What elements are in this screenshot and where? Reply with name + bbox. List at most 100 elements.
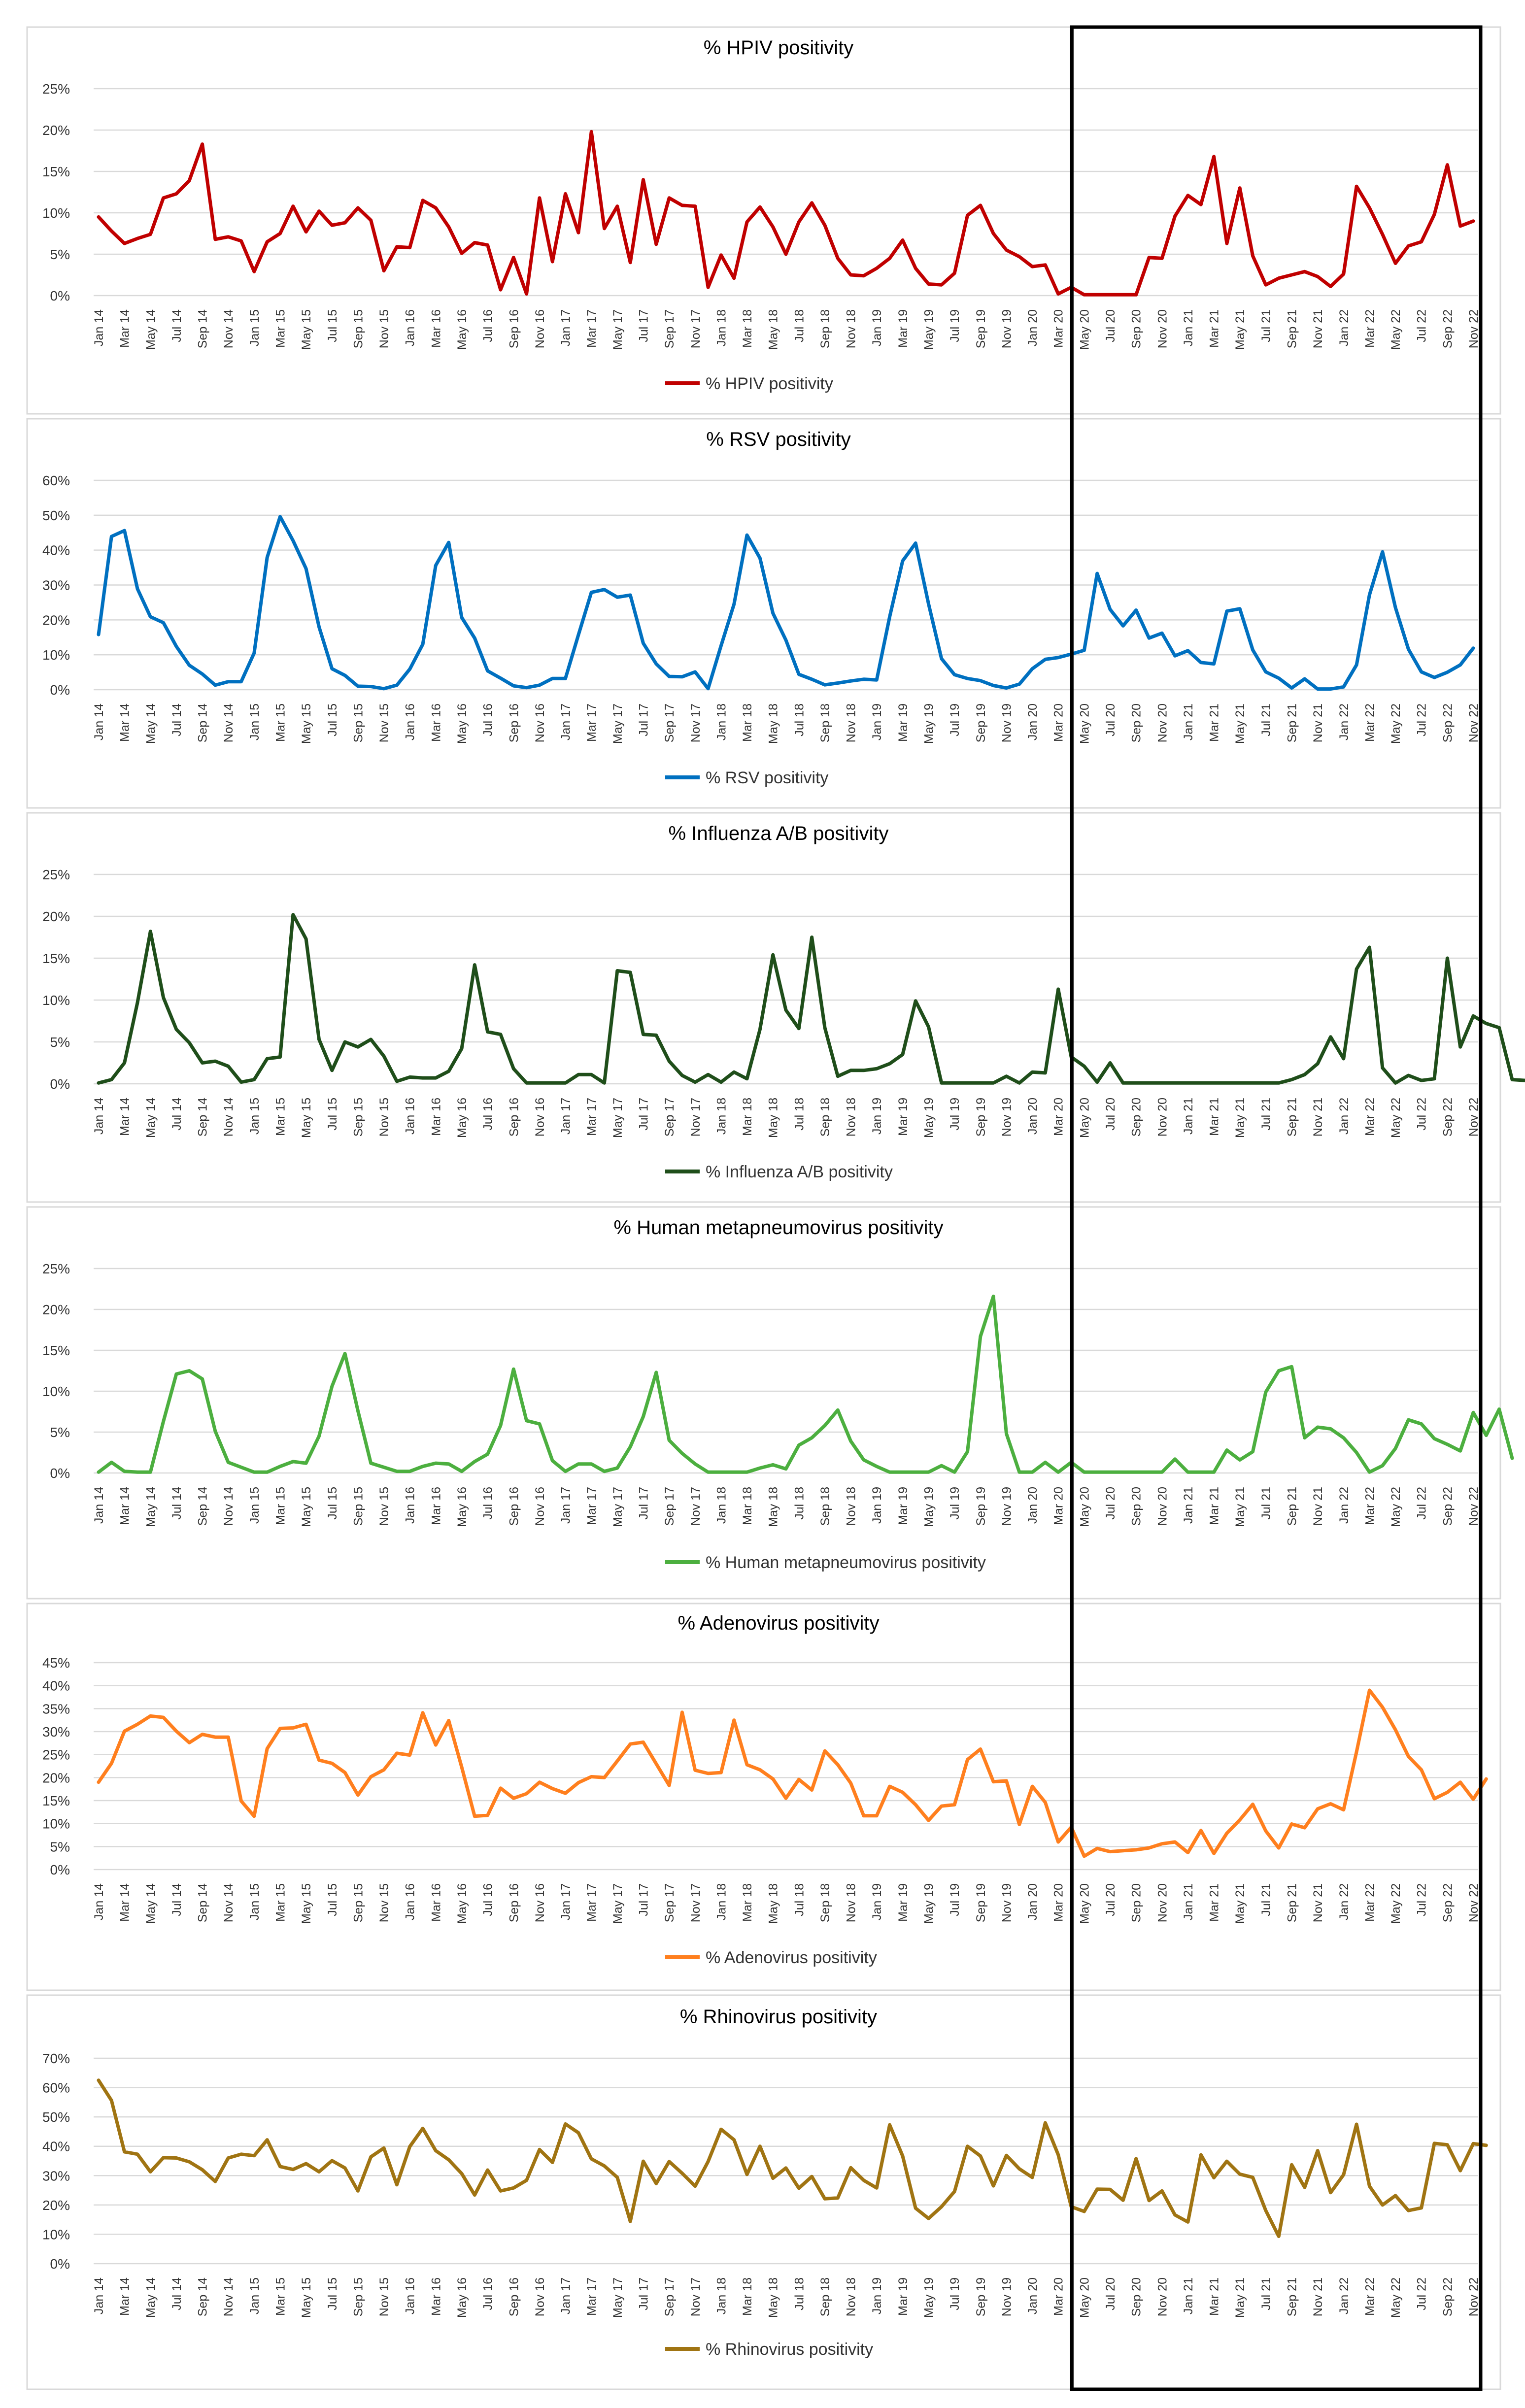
x-tick-label: Jul 15: [326, 2277, 339, 2310]
x-tick-label: Jul 19: [948, 1487, 962, 1520]
x-tick-label: Nov 21: [1311, 1883, 1325, 1922]
legend-label: % Influenza A/B positivity: [706, 1163, 893, 1181]
x-tick-label: May 15: [300, 2277, 313, 2318]
x-tick-label: Nov 17: [689, 309, 703, 348]
x-tick-label: Sep 19: [974, 1098, 988, 1137]
x-tick-label: Jan 16: [404, 1098, 417, 1135]
x-tick-label: Nov 17: [689, 1883, 703, 1922]
x-tick-label: Jan 21: [1182, 2277, 1195, 2314]
x-tick-label: Mar 19: [896, 1098, 910, 1136]
x-tick-label: Sep 18: [818, 1098, 832, 1137]
x-tick-label: Sep 20: [1130, 1883, 1144, 1922]
x-tick-label: Jan 15: [248, 1098, 262, 1135]
x-tick-label: Nov 18: [845, 309, 858, 348]
x-tick-label: Sep 20: [1130, 703, 1144, 742]
x-tick-label: Nov 19: [1000, 1883, 1014, 1922]
x-tick-label: May 20: [1078, 1487, 1091, 1527]
x-tick-label: Jan 19: [870, 1487, 884, 1524]
x-tick-label: Jul 19: [948, 1883, 962, 1916]
y-tick-label: 15%: [42, 951, 70, 966]
x-tick-label: Sep 17: [663, 309, 677, 348]
x-tick-label: May 20: [1078, 309, 1091, 350]
x-tick-label: Jan 14: [92, 2277, 106, 2314]
x-tick-label: Jan 15: [248, 2277, 262, 2314]
x-tick-label: May 17: [611, 703, 625, 744]
x-tick-label: Mar 14: [118, 1487, 132, 1525]
x-tick-label: May 22: [1389, 703, 1403, 744]
x-tick-label: Mar 14: [118, 309, 132, 348]
x-tick-label: Mar 16: [429, 309, 443, 348]
x-tick-label: Jan 22: [1337, 1487, 1351, 1524]
x-tick-label: May 19: [922, 1487, 936, 1527]
x-tick-label: May 22: [1389, 309, 1403, 350]
x-tick-label: Sep 18: [818, 1487, 832, 1526]
y-tick-label: 30%: [42, 578, 70, 593]
y-tick-label: 0%: [50, 1076, 70, 1092]
x-tick-label: Jan 14: [92, 1487, 106, 1524]
y-tick-label: 50%: [42, 508, 70, 523]
x-tick-label: Jan 21: [1182, 309, 1195, 346]
x-tick-label: Sep 15: [351, 1487, 365, 1526]
x-tick-label: Jul 19: [948, 1098, 962, 1131]
series-line: [97, 2078, 1488, 2239]
x-tick-label: Jan 22: [1337, 1098, 1351, 1135]
x-tick-label: Sep 16: [507, 309, 521, 348]
chart-panel-1: % HPIV positivity 0% 5% 10% 15% 20% 25% Jan 14 M…: [26, 26, 1501, 415]
x-tick-label: Nov 16: [533, 703, 547, 742]
x-tick-label: Jul 19: [948, 703, 962, 736]
x-tick-label: Nov 20: [1155, 309, 1169, 348]
x-tick-label: Nov 22: [1467, 703, 1481, 742]
x-tick-label: May 14: [144, 1098, 158, 1138]
x-tick-label: Mar 17: [585, 309, 599, 348]
x-tick-label: Sep 22: [1441, 2277, 1455, 2316]
panel-frame: [26, 1994, 1501, 2390]
x-tick-label: Jul 16: [481, 703, 495, 736]
x-tick-label: May 21: [1233, 309, 1247, 350]
x-tick-label: Jul 18: [792, 309, 806, 342]
x-tick-label: Mar 22: [1363, 309, 1377, 348]
x-tick-label: Jan 16: [404, 1883, 417, 1920]
x-tick-label: Jan 19: [870, 2277, 884, 2314]
x-tick-label: Mar 19: [896, 703, 910, 742]
x-tick-label: Sep 15: [351, 2277, 365, 2316]
x-tick-label: Sep 19: [974, 1487, 988, 1526]
y-tick-label: 15%: [42, 164, 70, 179]
x-tick-label: Nov 19: [1000, 1487, 1014, 1526]
x-tick-label: Mar 18: [741, 1098, 754, 1136]
x-tick-label: Jul 14: [170, 309, 184, 342]
x-tick-label: Nov 20: [1155, 703, 1169, 742]
x-tick-label: May 17: [611, 309, 625, 350]
x-tick-label: Sep 16: [507, 1883, 521, 1922]
x-tick-label: Jul 20: [1104, 309, 1118, 342]
x-tick-label: Mar 18: [741, 703, 754, 742]
x-tick-label: Jan 18: [714, 309, 728, 346]
y-tick-label: 50%: [42, 2109, 70, 2125]
x-tick-label: Jul 20: [1104, 703, 1118, 736]
series-line: [97, 1294, 1514, 1474]
x-tick-label: Sep 22: [1441, 1487, 1455, 1526]
x-tick-label: Jul 20: [1104, 1487, 1118, 1520]
x-tick-label: Nov 15: [377, 1883, 391, 1922]
y-tick-label: 40%: [42, 2139, 70, 2154]
x-tick-label: Mar 17: [585, 1098, 599, 1136]
x-tick-label: Jan 18: [714, 2277, 728, 2314]
x-tick-label: Mar 21: [1208, 1487, 1221, 1525]
x-tick-label: Nov 14: [222, 2277, 236, 2316]
x-tick-label: Jul 22: [1415, 1098, 1429, 1131]
x-tick-label: May 19: [922, 2277, 936, 2318]
x-tick-label: Nov 20: [1155, 1098, 1169, 1137]
y-tick-label: 25%: [42, 1747, 70, 1763]
x-tick-label: Mar 19: [896, 2277, 910, 2316]
x-tick-label: Nov 15: [377, 1487, 391, 1526]
y-tick-label: 35%: [42, 1701, 70, 1716]
y-tick-label: 0%: [50, 1466, 70, 1481]
chart-panel-4: % Human metapneumovirus positivity 0% 5% 10…: [26, 1206, 1514, 1600]
x-tick-label: Nov 22: [1467, 309, 1481, 348]
x-tick-label: Nov 16: [533, 1883, 547, 1922]
x-tick-label: Jul 14: [170, 703, 184, 736]
x-tick-label: Nov 16: [533, 2277, 547, 2316]
series-line: [97, 1688, 1488, 1858]
x-tick-label: May 18: [767, 1883, 780, 1924]
x-tick-label: May 21: [1233, 1098, 1247, 1138]
x-tick-label: Nov 17: [689, 1487, 703, 1526]
